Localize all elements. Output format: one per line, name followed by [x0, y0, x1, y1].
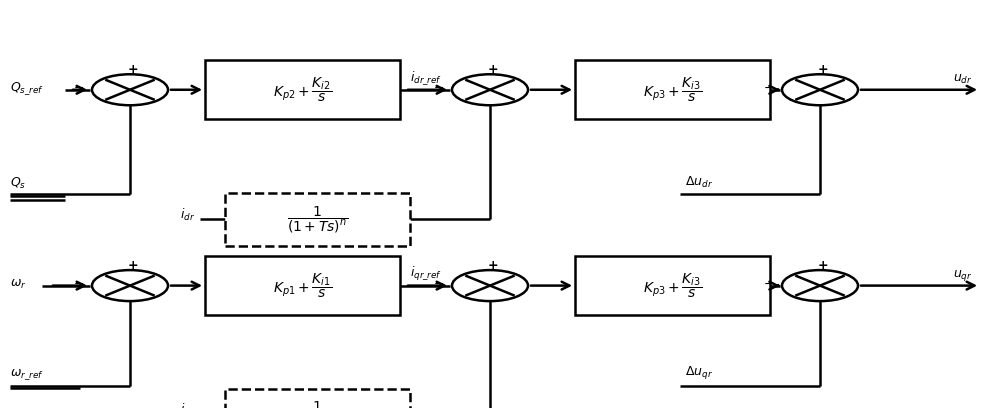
- Text: $-$: $-$: [73, 81, 85, 94]
- Circle shape: [782, 74, 858, 105]
- Text: $K_{p3}+\dfrac{K_{i3}}{s}$: $K_{p3}+\dfrac{K_{i3}}{s}$: [643, 75, 702, 104]
- Text: $-$: $-$: [763, 81, 775, 94]
- Text: $\dfrac{1}{(1+Ts)^n}$: $\dfrac{1}{(1+Ts)^n}$: [287, 400, 348, 408]
- Text: $\omega_r$: $\omega_r$: [10, 278, 27, 291]
- Text: $\Delta u_{dr}$: $\Delta u_{dr}$: [685, 175, 713, 190]
- Text: +: +: [488, 259, 498, 272]
- Text: $\omega_{r\_ref}$: $\omega_{r\_ref}$: [10, 368, 44, 382]
- Text: $i_{dr\_ref}$: $i_{dr\_ref}$: [410, 69, 442, 87]
- Circle shape: [452, 74, 528, 105]
- Bar: [205, 60, 400, 119]
- Bar: [225, 193, 410, 246]
- Text: +: +: [818, 63, 828, 76]
- Text: +: +: [128, 63, 138, 76]
- Bar: [205, 256, 400, 315]
- Text: $i_{dr}$: $i_{dr}$: [180, 207, 195, 223]
- Text: $K_{p1}+\dfrac{K_{i1}}{s}$: $K_{p1}+\dfrac{K_{i1}}{s}$: [273, 271, 332, 300]
- Text: $u_{dr}$: $u_{dr}$: [953, 73, 973, 86]
- Circle shape: [92, 74, 168, 105]
- Text: $K_{p3}+\dfrac{K_{i3}}{s}$: $K_{p3}+\dfrac{K_{i3}}{s}$: [643, 271, 702, 300]
- Text: $-$: $-$: [73, 277, 85, 290]
- Text: +: +: [818, 259, 828, 272]
- Text: $Q_s$: $Q_s$: [10, 175, 26, 191]
- Text: $K_{p2}+\dfrac{K_{i2}}{s}$: $K_{p2}+\dfrac{K_{i2}}{s}$: [273, 75, 332, 104]
- Bar: [575, 60, 770, 119]
- Text: $i_{qr\_ref}$: $i_{qr\_ref}$: [410, 265, 442, 283]
- Bar: [575, 256, 770, 315]
- Text: $-$: $-$: [433, 81, 445, 94]
- Text: $\dfrac{1}{(1+Ts)^n}$: $\dfrac{1}{(1+Ts)^n}$: [287, 204, 348, 235]
- Text: $i_{qr}$: $i_{qr}$: [180, 402, 195, 408]
- Bar: [225, 388, 410, 408]
- Text: $-$: $-$: [763, 277, 775, 290]
- Text: $Q_{s\_ref}$: $Q_{s\_ref}$: [10, 80, 44, 97]
- Text: +: +: [128, 259, 138, 272]
- Circle shape: [782, 270, 858, 301]
- Circle shape: [92, 270, 168, 301]
- Text: $-$: $-$: [433, 277, 445, 290]
- Text: $u_{qr}$: $u_{qr}$: [953, 268, 973, 283]
- Text: +: +: [488, 63, 498, 76]
- Circle shape: [452, 270, 528, 301]
- Text: $\Delta u_{qr}$: $\Delta u_{qr}$: [685, 364, 713, 381]
